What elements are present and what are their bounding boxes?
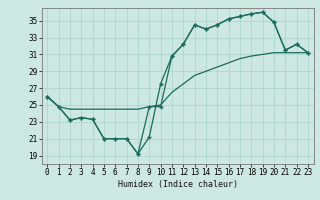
- X-axis label: Humidex (Indice chaleur): Humidex (Indice chaleur): [118, 180, 237, 189]
